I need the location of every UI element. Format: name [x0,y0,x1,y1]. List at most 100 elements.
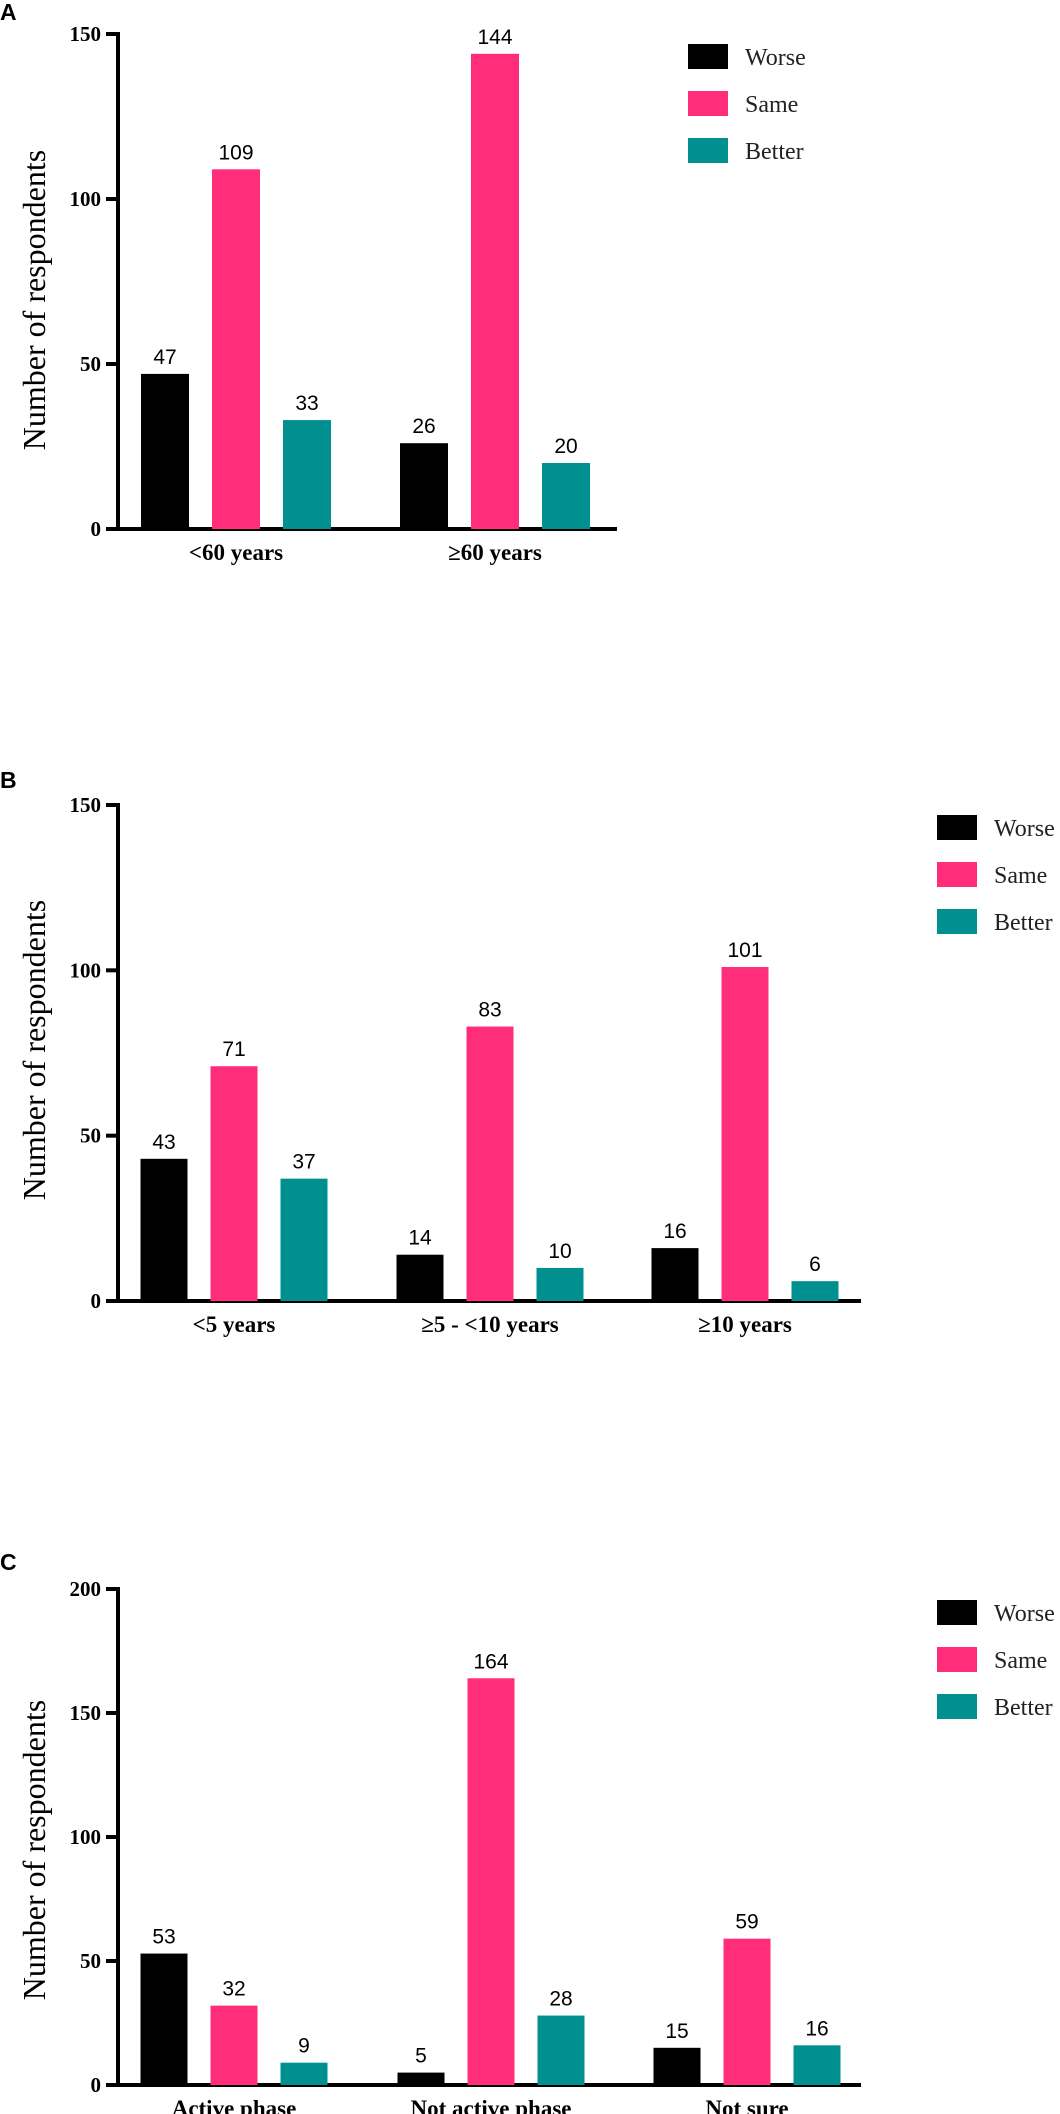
panel-a-data-label-better-2: 20 [554,435,577,458]
panel-c-data-label-better-1: 9 [298,2035,310,2058]
panel-c-y-tick-label-50: 50 [80,1949,101,1973]
panel-a-y-tick-label-50: 50 [80,352,101,376]
panel-b-bar-same-3 [721,967,769,1301]
panel-b-bar-worse-1 [140,1158,188,1301]
panel-a-data-label-same-2: 144 [477,26,512,49]
panel-b-data-label-better-2: 10 [548,1240,571,1263]
panel-c-category-label-3: Not sure [705,2096,788,2114]
panel-c-bar-same-1 [210,2005,258,2085]
panel-a-y-axis-title: Number of respondents [16,150,52,450]
panel-c-bar-same-2 [467,1678,515,2085]
panel-a-bar-worse-2 [400,443,448,529]
panel-b-y-axis-title: Number of respondents [16,900,52,1200]
panel-b-chart-area: 0 50 100 150 43 71 37 <5 years 14 83 10 ≥5 - <10 ye… [70,793,1055,1337]
panel-c-data-label-worse-2: 5 [415,2045,427,2068]
panel-c-category-label-1: Active phase [172,2096,297,2114]
panel-a-legend-label-better: Better [745,139,804,165]
panel-b-bar-worse-2 [396,1254,444,1301]
panel-b-data-label-worse-1: 43 [152,1131,175,1154]
panel-c-bar-better-1 [280,2062,328,2085]
panel-c-data-label-same-1: 32 [222,1978,245,2001]
panel-b-data-label-worse-2: 14 [408,1227,432,1250]
panel-a-data-label-worse-1: 47 [153,346,176,369]
panel-a-legend-label-same: Same [745,92,798,118]
panel-c-legend-label-better: Better [994,1695,1053,1721]
panel-a-y-tick-label-150: 150 [70,22,102,46]
panel-b-legend-label-worse: Worse [994,816,1055,842]
panel-a-bar-worse-1 [141,373,189,529]
panel-c-bar-worse-3 [653,2047,701,2085]
panel-a-bar-better-2 [542,463,590,529]
panel-c-bar-better-3 [793,2045,841,2085]
panel-c-legend-swatch-better [937,1694,977,1719]
panel-b-legend-swatch-same [937,862,977,887]
panel-b-y-tick-label-100: 100 [70,958,102,982]
panel-c-legend-swatch-same [937,1647,977,1672]
panel-c-bar-worse-1 [140,1953,188,2085]
panel-c-letter: C [0,1549,17,1575]
panel-c-data-label-better-3: 16 [805,2017,828,2040]
panel-a-legend-swatch-better [688,138,728,163]
panel-c-y-axis-title: Number of respondents [16,1700,52,2000]
panel-c-y-tick-label-200: 200 [70,1577,102,1601]
panel-b-category-label-1: <5 years [193,1312,276,1337]
panel-b-legend-swatch-better [937,909,977,934]
panel-a-legend: Worse Same Better [688,44,806,165]
panel-b-data-label-better-3: 6 [809,1253,821,1276]
panel-c-legend-swatch-worse [937,1600,977,1625]
panel-c: C Number of respondents 0 50 100 150 200 53 32… [0,1549,1055,2114]
panel-b-bar-same-1 [210,1066,258,1301]
panel-c-chart-area: 0 50 100 150 200 53 32 9 Active phase 5 164 28 Not a… [70,1577,1055,2114]
panel-a-bar-same-2 [471,53,519,530]
panel-a-category-label-1: <60 years [189,540,283,565]
panel-c-data-label-better-2: 28 [549,1988,572,2011]
panel-b-category-label-3: ≥10 years [698,1312,792,1337]
panel-b-bar-worse-3 [651,1248,699,1301]
panel-b-bar-same-2 [466,1026,514,1301]
panel-c-legend-label-same: Same [994,1648,1047,1674]
panel-b-data-label-better-1: 37 [292,1151,315,1174]
panel-b-y-tick-label-0: 0 [91,1289,102,1313]
panel-b-y-tick-label-50: 50 [80,1124,101,1148]
panel-a-data-label-same-1: 109 [218,141,253,164]
panel-a-y-tick-label-100: 100 [70,187,102,211]
panel-b-y-tick-label-150: 150 [70,793,102,817]
panel-c-y-tick-label-0: 0 [91,2073,102,2097]
panel-a-chart-area: 0 50 100 150 47 109 33 <60 years 26 144 20 ≥60 year… [70,22,806,565]
panel-a-legend-swatch-same [688,91,728,116]
panel-a-data-label-worse-2: 26 [412,415,435,438]
panel-b-data-label-same-2: 83 [478,999,501,1022]
panel-c-legend: Worse Same Better [937,1600,1055,1721]
panel-c-data-label-same-3: 59 [735,1911,758,1934]
panel-a-data-label-better-1: 33 [295,392,318,415]
panel-b: B Number of respondents 0 50 100 150 43 71 37 <… [0,767,1055,1337]
panel-b-legend-label-better: Better [994,910,1053,936]
panel-b-legend: Worse Same Better [937,815,1055,936]
panel-b-bar-better-1 [280,1178,328,1301]
panel-b-bar-better-3 [791,1281,839,1301]
panel-c-data-label-worse-1: 53 [152,1926,175,1949]
panel-c-bar-worse-2 [397,2072,445,2085]
panel-b-data-label-worse-3: 16 [663,1220,686,1243]
panel-b-data-label-same-3: 101 [727,939,762,962]
panel-c-y-tick-label-150: 150 [70,1701,102,1725]
panel-b-data-label-same-1: 71 [222,1038,245,1061]
panel-a-bar-same-1 [212,169,260,530]
panel-b-legend-label-same: Same [994,863,1047,889]
panel-c-category-label-2: Not active phase [411,2096,572,2114]
panel-a: A Number of respondents 0 50 100 150 47 109 33… [0,0,806,565]
panel-c-bar-better-2 [537,2015,585,2085]
panel-a-bar-better-1 [283,420,331,529]
panel-c-data-label-same-2: 164 [473,1650,508,1673]
panel-c-data-label-worse-3: 15 [665,2020,688,2043]
panel-c-y-tick-label-100: 100 [70,1825,102,1849]
panel-b-bar-better-2 [536,1267,584,1301]
panel-a-category-label-2: ≥60 years [448,540,542,565]
panel-c-bar-same-3 [723,1938,771,2085]
panel-b-letter: B [0,767,17,793]
panel-c-legend-label-worse: Worse [994,1601,1055,1627]
panel-a-y-tick-label-0: 0 [91,517,102,541]
panel-a-letter: A [0,0,17,25]
panel-b-legend-swatch-worse [937,815,977,840]
